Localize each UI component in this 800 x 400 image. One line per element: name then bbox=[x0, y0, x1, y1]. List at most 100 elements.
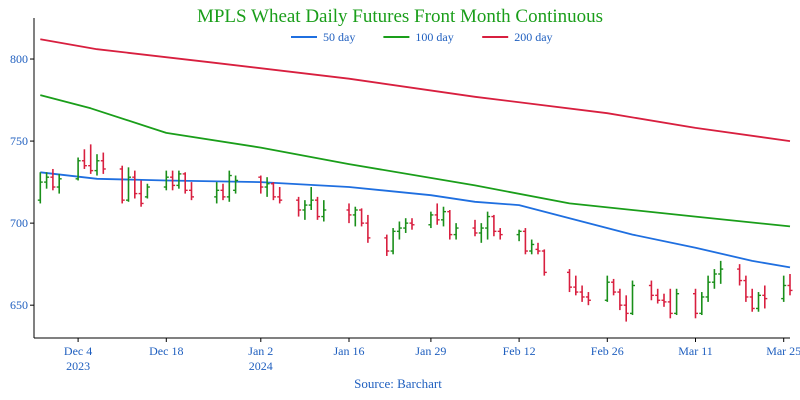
ohlc-bar bbox=[497, 228, 503, 240]
ohlc-bar bbox=[667, 288, 673, 319]
x-tick-label: Mar 25 bbox=[766, 344, 800, 358]
ohlc-bar bbox=[258, 175, 264, 194]
ohlc-bar bbox=[762, 285, 768, 309]
ohlc-bar bbox=[396, 221, 402, 240]
ohlc-bar bbox=[516, 229, 522, 242]
ohlc-bar bbox=[604, 275, 610, 302]
ohlc-bar bbox=[214, 182, 220, 204]
ohlc-bar bbox=[447, 210, 453, 240]
ohlc-bar bbox=[573, 275, 579, 296]
ohlc-bar bbox=[346, 203, 352, 224]
ohlc-bar bbox=[711, 269, 717, 289]
ohlc-bar bbox=[144, 183, 150, 199]
ohlc-bar bbox=[44, 172, 50, 189]
ohlc-bar bbox=[579, 285, 585, 302]
ohlc-bar bbox=[50, 168, 56, 191]
ohlc-bar bbox=[365, 214, 371, 243]
ohlc-bar bbox=[390, 228, 396, 255]
ohlc-bar bbox=[81, 149, 87, 169]
ohlc-bar bbox=[441, 206, 446, 227]
ohlc-bar bbox=[623, 295, 629, 322]
ohlc-bar bbox=[585, 292, 591, 306]
ohlc-bar bbox=[434, 203, 440, 225]
ohlc-bar bbox=[781, 275, 787, 302]
ohlc-bar bbox=[321, 200, 327, 222]
ohlc-bar bbox=[352, 206, 358, 227]
ohlc-bar bbox=[277, 187, 283, 204]
ohlc-bar bbox=[302, 200, 308, 220]
series-line-100-day bbox=[40, 94, 791, 228]
legend-label: 200 day bbox=[514, 30, 552, 44]
ohlc-bar bbox=[491, 214, 497, 237]
ohlc-bar bbox=[655, 288, 661, 304]
ohlc-bar bbox=[705, 275, 711, 302]
ohlc-bar bbox=[94, 154, 100, 176]
ohlc-bar bbox=[189, 182, 194, 201]
source-label: Source: Barchart bbox=[354, 376, 442, 391]
ohlc-bar bbox=[743, 275, 749, 302]
ohlc-bar bbox=[220, 183, 226, 201]
ohlc-bar bbox=[409, 218, 415, 230]
ohlc-bar bbox=[308, 187, 314, 210]
ohlc-bar bbox=[270, 182, 276, 201]
ohlc-bar bbox=[674, 288, 680, 316]
ohlc-bar bbox=[403, 218, 409, 233]
ohlc-bar bbox=[37, 172, 43, 204]
ohlc-bar bbox=[453, 223, 459, 240]
ohlc-bar bbox=[226, 170, 232, 202]
ohlc-bar bbox=[737, 264, 743, 286]
ohlc-bar bbox=[264, 177, 270, 197]
y-tick-label: 700 bbox=[10, 216, 28, 230]
x-tick-label: Jan 2 bbox=[248, 344, 273, 358]
ohlc-bar bbox=[478, 223, 484, 243]
ohlc-bar bbox=[428, 211, 434, 229]
ohlc-bar bbox=[661, 293, 667, 307]
ohlc-bar bbox=[359, 208, 365, 227]
ohlc-bar bbox=[535, 242, 541, 255]
ohlc-bar bbox=[170, 170, 176, 191]
ohlc-bar bbox=[693, 288, 698, 319]
ohlc-bar bbox=[567, 269, 572, 293]
y-tick-label: 800 bbox=[10, 52, 28, 66]
ohlc-bar bbox=[163, 170, 169, 191]
ohlc-bar bbox=[756, 292, 761, 312]
ohlc-bar bbox=[88, 144, 94, 174]
series-line-200-day bbox=[40, 38, 791, 142]
ohlc-bar bbox=[541, 249, 547, 276]
legend-label: 50 day bbox=[323, 30, 355, 44]
ohlc-bar bbox=[522, 228, 528, 255]
x-tick-year-label: 2024 bbox=[249, 359, 273, 373]
ohlc-bar bbox=[119, 165, 125, 204]
moving-average-lines bbox=[40, 38, 791, 269]
x-tick-label: Dec 18 bbox=[149, 344, 183, 358]
ohlc-bar bbox=[296, 196, 302, 217]
ohlc-bar bbox=[126, 167, 131, 202]
ohlc-bar bbox=[648, 280, 654, 301]
ohlc-bar bbox=[718, 260, 724, 284]
ohlc-bar bbox=[617, 288, 623, 311]
y-tick-label: 750 bbox=[10, 134, 28, 148]
x-tick-label: Feb 12 bbox=[503, 344, 536, 358]
y-tick-label: 650 bbox=[10, 298, 28, 312]
x-tick-label: Jan 16 bbox=[334, 344, 365, 358]
price-bars bbox=[37, 144, 793, 322]
ohlc-bar bbox=[233, 175, 239, 194]
ohlc-bar bbox=[699, 292, 705, 316]
series-line-50-day bbox=[40, 171, 791, 269]
ohlc-bar bbox=[611, 278, 617, 296]
ohlc-bar bbox=[132, 170, 138, 199]
ohlc-bar bbox=[384, 234, 390, 256]
chart-title: MPLS Wheat Daily Futures Front Month Con… bbox=[197, 6, 603, 27]
x-tick-label: Feb 26 bbox=[591, 344, 624, 358]
ohlc-bar bbox=[138, 180, 144, 207]
ohlc-bar bbox=[182, 172, 188, 194]
x-tick-label: Jan 29 bbox=[415, 344, 446, 358]
x-tick-label: Dec 4 bbox=[64, 344, 92, 358]
ohlc-bar bbox=[485, 211, 491, 240]
ohlc-bar bbox=[472, 219, 478, 237]
legend-label: 100 day bbox=[415, 30, 453, 44]
ohlc-bar bbox=[56, 173, 62, 194]
ohlc-bar bbox=[75, 157, 81, 181]
